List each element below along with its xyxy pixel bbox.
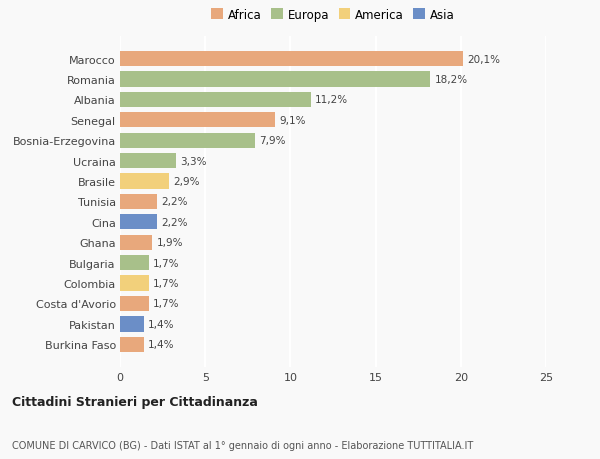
Text: COMUNE DI CARVICO (BG) - Dati ISTAT al 1° gennaio di ogni anno - Elaborazione TU: COMUNE DI CARVICO (BG) - Dati ISTAT al 1… [12, 440, 473, 450]
Text: Cittadini Stranieri per Cittadinanza: Cittadini Stranieri per Cittadinanza [12, 396, 258, 409]
Bar [120, 92, 311, 108]
Text: 3,3%: 3,3% [181, 156, 207, 166]
Bar [120, 133, 254, 149]
Text: 2,9%: 2,9% [173, 177, 200, 186]
Bar [120, 215, 157, 230]
Bar [120, 72, 430, 87]
Bar [120, 113, 275, 128]
Text: 1,7%: 1,7% [153, 258, 180, 268]
Bar [120, 174, 169, 189]
Text: 2,2%: 2,2% [162, 197, 188, 207]
Text: 1,9%: 1,9% [157, 238, 183, 248]
Text: 1,4%: 1,4% [148, 319, 175, 329]
Text: 1,7%: 1,7% [153, 299, 180, 309]
Text: 2,2%: 2,2% [162, 218, 188, 227]
Bar [120, 235, 152, 250]
Bar [120, 52, 463, 67]
Bar [120, 317, 144, 332]
Text: 18,2%: 18,2% [434, 75, 467, 85]
Bar [120, 276, 149, 291]
Bar [120, 337, 144, 352]
Bar [120, 296, 149, 312]
Legend: Africa, Europa, America, Asia: Africa, Europa, America, Asia [209, 6, 457, 24]
Text: 20,1%: 20,1% [467, 54, 500, 64]
Bar [120, 255, 149, 271]
Text: 1,7%: 1,7% [153, 279, 180, 288]
Text: 11,2%: 11,2% [315, 95, 348, 105]
Text: 7,9%: 7,9% [259, 136, 286, 146]
Text: 1,4%: 1,4% [148, 340, 175, 350]
Bar [120, 154, 176, 169]
Text: 9,1%: 9,1% [280, 116, 306, 125]
Bar [120, 194, 157, 210]
